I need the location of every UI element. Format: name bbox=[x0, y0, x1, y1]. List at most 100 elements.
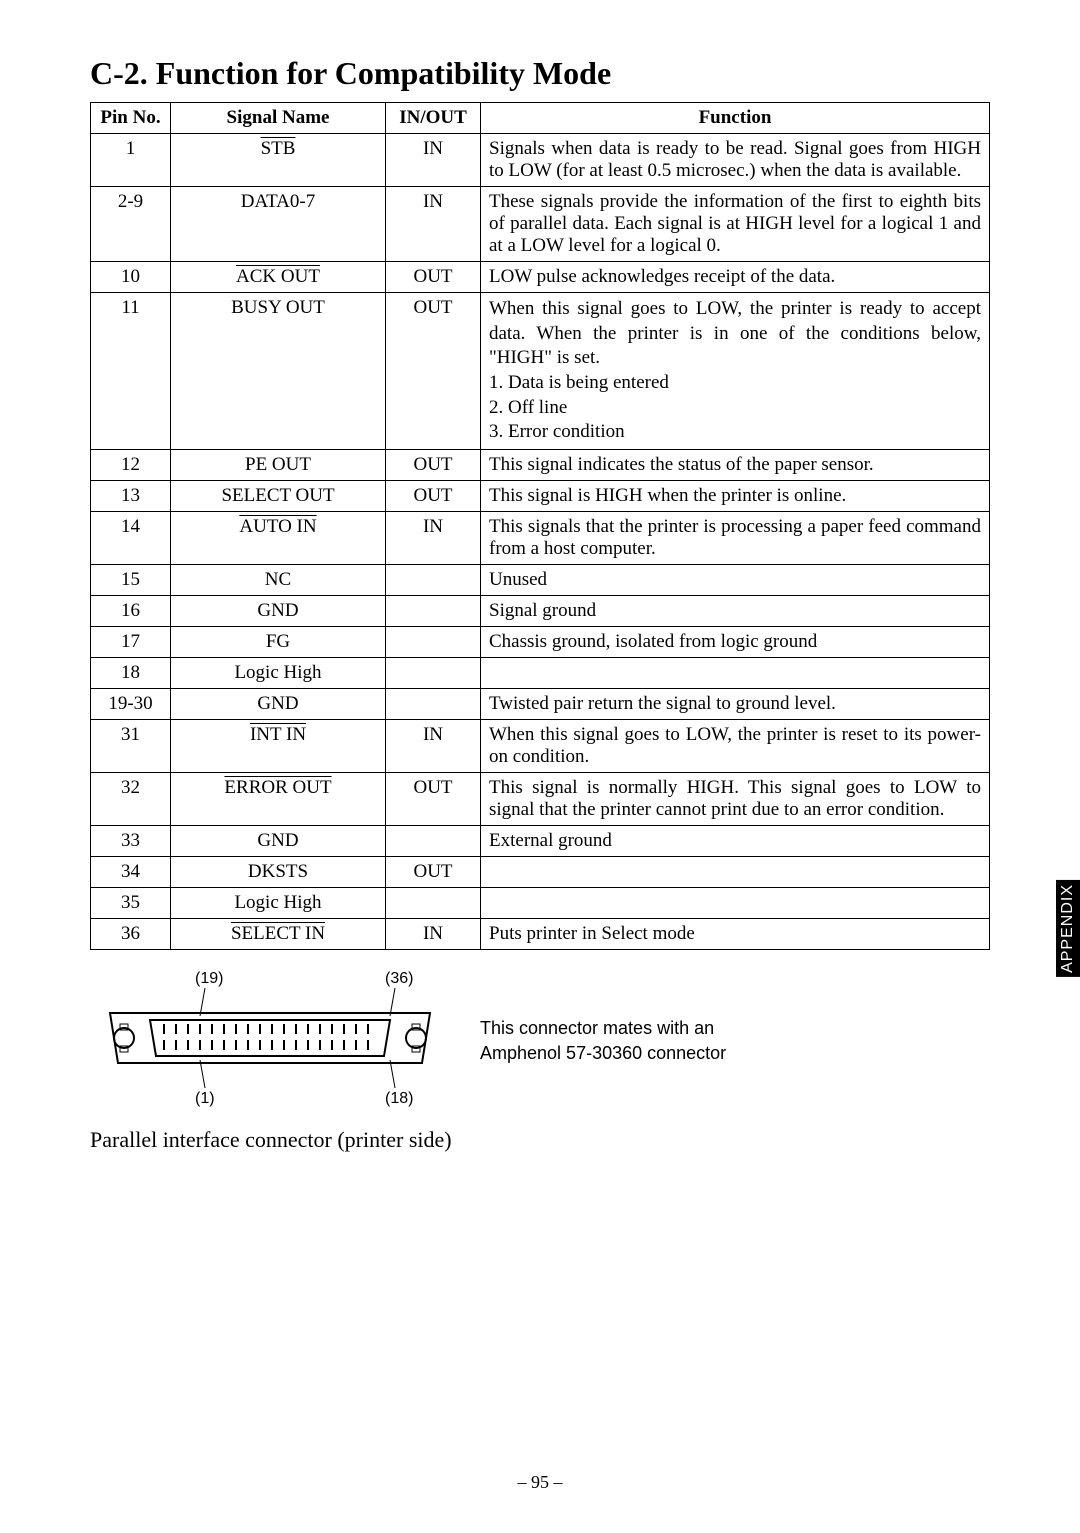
cell-signal: GND bbox=[171, 596, 386, 627]
cell-io: IN bbox=[386, 134, 481, 187]
cell-pin: 11 bbox=[91, 293, 171, 450]
cell-pin: 2-9 bbox=[91, 187, 171, 262]
table-row: 11BUSY OUTOUTWhen this signal goes to LO… bbox=[91, 293, 990, 450]
table-row: 31INT ININWhen this signal goes to LOW, … bbox=[91, 720, 990, 773]
connector-note-line2: Amphenol 57-30360 connector bbox=[480, 1041, 726, 1065]
table-row: 33GND External ground bbox=[91, 826, 990, 857]
cell-function: External ground bbox=[481, 826, 990, 857]
pin-label-1: (1) bbox=[195, 1090, 215, 1107]
cell-signal: Logic High bbox=[171, 888, 386, 919]
connector-figure: (19) (36) (1) (18) This connecto bbox=[90, 968, 990, 1113]
cell-signal: AUTO IN bbox=[171, 512, 386, 565]
cell-signal: Logic High bbox=[171, 658, 386, 689]
cell-signal: FG bbox=[171, 627, 386, 658]
cell-function: This signals that the printer is process… bbox=[481, 512, 990, 565]
cell-pin: 10 bbox=[91, 262, 171, 293]
table-row: 14AUTO ININThis signals that the printer… bbox=[91, 512, 990, 565]
cell-pin: 18 bbox=[91, 658, 171, 689]
cell-signal: GND bbox=[171, 826, 386, 857]
cell-pin: 12 bbox=[91, 450, 171, 481]
pin-label-19: (19) bbox=[195, 970, 223, 987]
cell-io: IN bbox=[386, 720, 481, 773]
table-row: 34DKSTSOUT bbox=[91, 857, 990, 888]
cell-function: Twisted pair return the signal to ground… bbox=[481, 689, 990, 720]
cell-function: These signals provide the information of… bbox=[481, 187, 990, 262]
cell-signal: DATA0-7 bbox=[171, 187, 386, 262]
cell-pin: 33 bbox=[91, 826, 171, 857]
cell-io: OUT bbox=[386, 450, 481, 481]
pin-function-table: Pin No. Signal Name IN/OUT Function 1STB… bbox=[90, 102, 990, 950]
cell-signal: INT IN bbox=[171, 720, 386, 773]
cell-pin: 32 bbox=[91, 773, 171, 826]
cell-signal: ERROR OUT bbox=[171, 773, 386, 826]
appendix-tab: APPENDIX bbox=[1056, 880, 1080, 977]
cell-function bbox=[481, 658, 990, 689]
cell-signal: NC bbox=[171, 565, 386, 596]
table-row: 18Logic High bbox=[91, 658, 990, 689]
cell-function: Puts printer in Select mode bbox=[481, 919, 990, 950]
cell-signal: ACK OUT bbox=[171, 262, 386, 293]
connector-caption: Parallel interface connector (printer si… bbox=[90, 1127, 990, 1153]
cell-signal: BUSY OUT bbox=[171, 293, 386, 450]
table-row: 17FG Chassis ground, isolated from logic … bbox=[91, 627, 990, 658]
table-row: 10ACK OUTOUTLOW pulse acknowledges recei… bbox=[91, 262, 990, 293]
cell-io bbox=[386, 565, 481, 596]
cell-io bbox=[386, 627, 481, 658]
cell-io: OUT bbox=[386, 857, 481, 888]
cell-io bbox=[386, 888, 481, 919]
table-row: 36SELECT ININPuts printer in Select mode bbox=[91, 919, 990, 950]
table-row: 2-9DATA0-7INThese signals provide the in… bbox=[91, 187, 990, 262]
section-title: C-2. Function for Compatibility Mode bbox=[90, 55, 990, 92]
cell-function: This signal is normally HIGH. This signa… bbox=[481, 773, 990, 826]
cell-io bbox=[386, 596, 481, 627]
cell-function: Signals when data is ready to be read. S… bbox=[481, 134, 990, 187]
col-header-io: IN/OUT bbox=[386, 103, 481, 134]
cell-signal: GND bbox=[171, 689, 386, 720]
cell-pin: 36 bbox=[91, 919, 171, 950]
table-header-row: Pin No. Signal Name IN/OUT Function bbox=[91, 103, 990, 134]
cell-signal: SELECT OUT bbox=[171, 481, 386, 512]
cell-pin: 17 bbox=[91, 627, 171, 658]
cell-signal: STB bbox=[171, 134, 386, 187]
connector-note: This connector mates with an Amphenol 57… bbox=[480, 1016, 726, 1065]
cell-function: LOW pulse acknowledges receipt of the da… bbox=[481, 262, 990, 293]
cell-function bbox=[481, 857, 990, 888]
cell-io: IN bbox=[386, 512, 481, 565]
table-row: 12PE OUTOUTThis signal indicates the sta… bbox=[91, 450, 990, 481]
cell-io: IN bbox=[386, 919, 481, 950]
table-row: 19-30GND Twisted pair return the signal t… bbox=[91, 689, 990, 720]
cell-pin: 1 bbox=[91, 134, 171, 187]
cell-io: OUT bbox=[386, 262, 481, 293]
connector-note-line1: This connector mates with an bbox=[480, 1016, 726, 1040]
cell-pin: 35 bbox=[91, 888, 171, 919]
cell-signal: PE OUT bbox=[171, 450, 386, 481]
cell-pin: 15 bbox=[91, 565, 171, 596]
cell-function: This signal indicates the status of the … bbox=[481, 450, 990, 481]
cell-pin: 13 bbox=[91, 481, 171, 512]
cell-function: Unused bbox=[481, 565, 990, 596]
cell-io: OUT bbox=[386, 293, 481, 450]
pin-label-36: (36) bbox=[385, 970, 413, 987]
cell-function: This signal is HIGH when the printer is … bbox=[481, 481, 990, 512]
cell-function: When this signal goes to LOW, the printe… bbox=[481, 293, 990, 450]
cell-function bbox=[481, 888, 990, 919]
cell-io: OUT bbox=[386, 773, 481, 826]
table-row: 13SELECT OUTOUTThis signal is HIGH when … bbox=[91, 481, 990, 512]
table-row: 1STBINSignals when data is ready to be r… bbox=[91, 134, 990, 187]
cell-pin: 16 bbox=[91, 596, 171, 627]
cell-pin: 34 bbox=[91, 857, 171, 888]
table-row: 15NC Unused bbox=[91, 565, 990, 596]
table-row: 32ERROR OUTOUTThis signal is normally HI… bbox=[91, 773, 990, 826]
cell-pin: 31 bbox=[91, 720, 171, 773]
col-header-fn: Function bbox=[481, 103, 990, 134]
cell-signal: SELECT IN bbox=[171, 919, 386, 950]
cell-function: When this signal goes to LOW, the printe… bbox=[481, 720, 990, 773]
cell-pin: 19-30 bbox=[91, 689, 171, 720]
cell-function: Signal ground bbox=[481, 596, 990, 627]
cell-function: Chassis ground, isolated from logic grou… bbox=[481, 627, 990, 658]
table-row: 35Logic High bbox=[91, 888, 990, 919]
cell-io bbox=[386, 826, 481, 857]
cell-io bbox=[386, 689, 481, 720]
connector-diagram: (19) (36) (1) (18) bbox=[90, 968, 450, 1108]
cell-io: OUT bbox=[386, 481, 481, 512]
